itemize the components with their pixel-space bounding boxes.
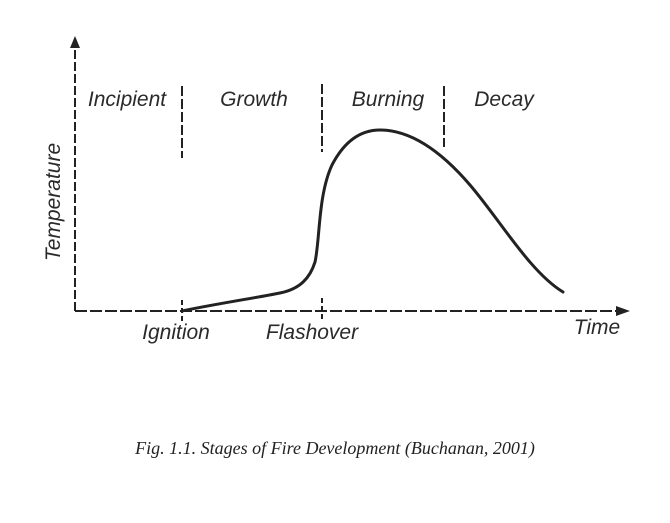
x-axis-arrowhead [616,306,630,316]
stage-label-growth: Growth [220,88,288,111]
stage-label-decay: Decay [474,88,535,111]
event-label-flashover: Flashover [266,321,359,344]
stage-label-burning: Burning [352,88,425,111]
y-axis-arrowhead [70,36,80,48]
stage-label-incipient: Incipient [88,88,167,111]
event-label-ignition: Ignition [142,321,210,344]
y-axis-label: Temperature [42,143,65,261]
x-axis-label: Time [574,316,620,339]
figure-caption: Fig. 1.1. Stages of Fire Development (Bu… [135,438,535,458]
temperature-curve [180,128,565,313]
